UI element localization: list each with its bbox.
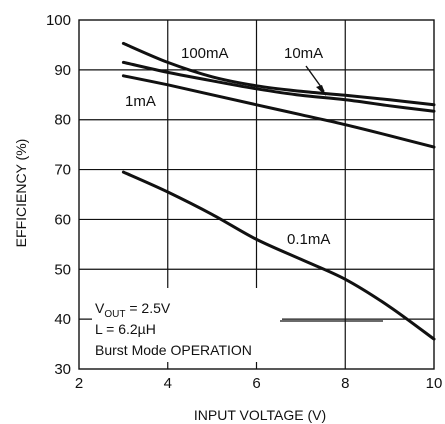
series-label-1ma: 1mA: [125, 93, 156, 110]
series-label-10ma: 10mA: [284, 45, 323, 62]
y-tick-label-40: 40: [54, 311, 71, 328]
y-tick-label-100: 100: [46, 12, 71, 29]
y-axis-title: EFFICIENCY (%): [13, 139, 29, 248]
series-label-0-1ma: 0.1mA: [287, 231, 330, 248]
x-tick-label-6: 6: [252, 375, 260, 392]
y-tick-label-70: 70: [54, 162, 71, 179]
plot-frame: [78, 19, 435, 370]
x-axis-title: INPUT VOLTAGE (V): [194, 407, 326, 423]
tick-labels: 2 4 6 8 10 30 40 50 60 70 80 90 100: [46, 12, 442, 392]
x-tick-label-10: 10: [426, 375, 443, 392]
y-tick-label-60: 60: [54, 211, 71, 228]
series-line-1ma: [121, 74, 436, 149]
annotation-inductance: L = 6.2µH: [95, 321, 156, 337]
x-tick-label-4: 4: [164, 375, 172, 392]
annotation-mode: Burst Mode OPERATION: [95, 342, 252, 358]
series-curves: [121, 41, 436, 341]
series-line-10ma: [121, 60, 436, 113]
series-line-0-1ma: [121, 170, 436, 341]
y-tick-label-90: 90: [54, 62, 71, 79]
y-tick-label-50: 50: [54, 261, 71, 278]
annotation-vout: VOUT = 2.5V: [95, 300, 171, 320]
x-tick-label-2: 2: [75, 375, 83, 392]
series-label-100ma: 100mA: [181, 45, 229, 62]
y-tick-label-30: 30: [54, 361, 71, 378]
annotation-backdrop: [92, 288, 282, 362]
x-tick-label-8: 8: [341, 375, 349, 392]
y-tick-label-80: 80: [54, 112, 71, 129]
label-10ma-arrowhead: [316, 85, 326, 96]
series-line-100ma: [121, 41, 436, 107]
